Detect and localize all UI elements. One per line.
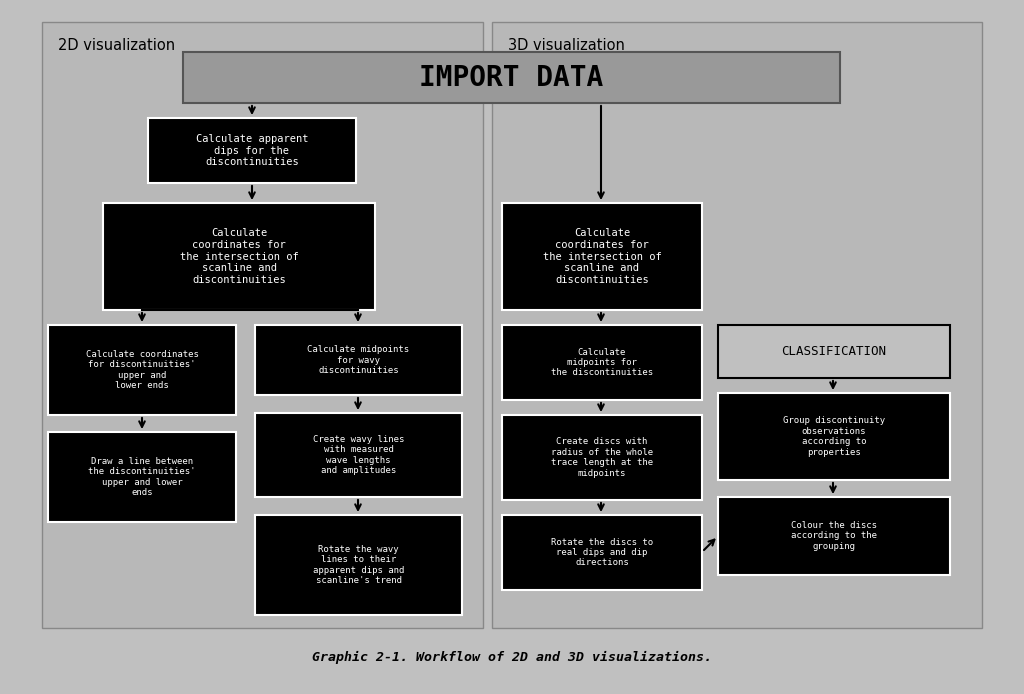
Text: CLASSIFICATION: CLASSIFICATION — [781, 345, 887, 358]
Text: Colour the discs
according to the
grouping: Colour the discs according to the groupi… — [791, 521, 877, 551]
Bar — [502, 325, 702, 400]
Text: Create discs with
radius of the whole
trace length at the
midpoints: Create discs with radius of the whole tr… — [551, 437, 653, 477]
Bar — [255, 325, 462, 395]
Text: Draw a line between
the discontinuities'
upper and lower
ends: Draw a line between the discontinuities'… — [88, 457, 196, 497]
Bar — [148, 118, 356, 183]
Bar — [718, 325, 950, 378]
Text: Calculate apparent
dips for the
discontinuities: Calculate apparent dips for the disconti… — [196, 134, 308, 167]
Text: Create wavy lines
with measured
wave lengths
and amplitudes: Create wavy lines with measured wave len… — [312, 435, 404, 475]
Text: IMPORT DATA: IMPORT DATA — [420, 63, 603, 92]
Bar — [502, 203, 702, 310]
Bar — [42, 22, 483, 628]
Text: Rotate the wavy
lines to their
apparent dips and
scanline's trend: Rotate the wavy lines to their apparent … — [312, 545, 404, 585]
Text: Calculate
midpoints for
the discontinuities: Calculate midpoints for the discontinuit… — [551, 348, 653, 378]
Bar — [48, 432, 236, 522]
Text: Graphic 2-1. Workflow of 2D and 3D visualizations.: Graphic 2-1. Workflow of 2D and 3D visua… — [312, 651, 712, 664]
Text: 2D visualization: 2D visualization — [58, 38, 175, 53]
Bar — [718, 497, 950, 575]
Text: Calculate
coordinates for
the intersection of
scanline and
discontinuities: Calculate coordinates for the intersecti… — [543, 228, 662, 285]
Bar — [502, 415, 702, 500]
Bar — [718, 393, 950, 480]
Text: 3D visualization: 3D visualization — [508, 38, 625, 53]
Text: Calculate
coordinates for
the intersection of
scanline and
discontinuities: Calculate coordinates for the intersecti… — [179, 228, 298, 285]
Bar — [492, 22, 982, 628]
Bar — [103, 203, 375, 310]
Text: Group discontinuity
observations
according to
properties: Group discontinuity observations accordi… — [783, 416, 885, 457]
Bar — [502, 515, 702, 590]
Bar — [255, 515, 462, 615]
Bar — [48, 325, 236, 415]
Bar — [255, 413, 462, 497]
Text: Calculate midpoints
for wavy
discontinuities: Calculate midpoints for wavy discontinui… — [307, 345, 410, 375]
Text: Calculate coordinates
for discontinuities'
upper and
lower ends: Calculate coordinates for discontinuitie… — [86, 350, 199, 390]
Bar — [183, 52, 840, 103]
Text: Rotate the discs to
real dips and dip
directions: Rotate the discs to real dips and dip di… — [551, 538, 653, 568]
